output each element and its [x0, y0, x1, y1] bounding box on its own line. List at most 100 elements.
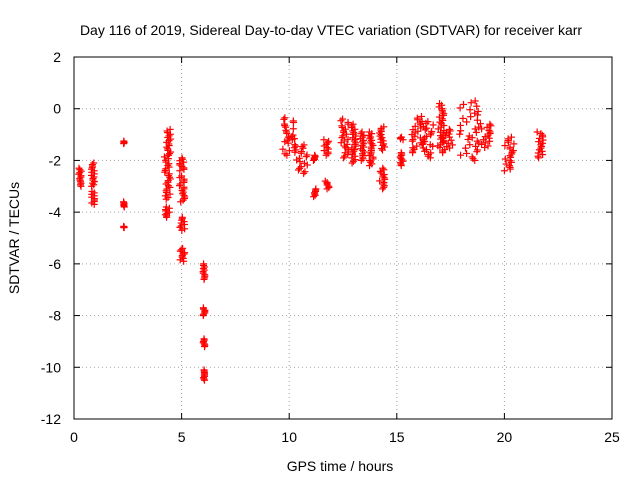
data-point — [284, 133, 292, 141]
data-point — [297, 148, 305, 156]
x-tick-label: 20 — [497, 429, 513, 445]
data-point — [507, 153, 515, 161]
data-point — [487, 122, 495, 130]
data-point — [447, 136, 455, 144]
data-point — [534, 149, 542, 157]
data-point — [535, 138, 543, 146]
data-point — [164, 172, 172, 180]
data-point — [311, 151, 319, 159]
data-point — [303, 151, 311, 159]
data-point — [90, 181, 98, 189]
data-point — [342, 144, 350, 152]
data-point — [502, 160, 510, 168]
data-point — [413, 142, 421, 150]
data-point — [537, 143, 545, 151]
data-point — [199, 304, 207, 312]
data-point — [176, 180, 184, 188]
data-point — [397, 133, 405, 141]
data-point — [473, 102, 481, 110]
data-point — [162, 203, 170, 211]
data-point — [426, 141, 434, 149]
x-tick-label: 0 — [70, 429, 78, 445]
data-point — [340, 154, 348, 162]
data-point — [434, 142, 442, 150]
data-point — [486, 128, 494, 136]
data-point — [178, 172, 186, 180]
data-point — [357, 156, 365, 164]
data-point — [396, 134, 404, 142]
data-point — [437, 120, 445, 128]
data-point — [162, 195, 170, 203]
data-point — [344, 118, 352, 126]
data-point — [501, 155, 509, 163]
chart-title: Day 116 of 2019, Sidereal Day-to-day VTE… — [80, 22, 582, 38]
data-point — [446, 127, 454, 135]
data-point — [419, 136, 427, 144]
data-point — [339, 115, 347, 123]
x-axis-label: GPS time / hours — [287, 458, 394, 474]
data-point — [300, 141, 308, 149]
data-point — [417, 112, 425, 120]
data-point — [296, 164, 304, 172]
data-point — [349, 134, 357, 142]
data-point — [338, 134, 346, 142]
data-point — [324, 139, 332, 147]
data-point — [300, 159, 308, 167]
x-tick-label: 10 — [281, 429, 297, 445]
data-point — [478, 140, 486, 148]
data-point — [282, 128, 290, 136]
data-point — [164, 145, 172, 153]
data-point — [506, 143, 514, 151]
data-point — [442, 129, 450, 137]
data-point — [165, 204, 173, 212]
x-tick-label: 25 — [604, 429, 620, 445]
data-point — [200, 263, 208, 271]
data-point — [480, 136, 488, 144]
data-point — [379, 172, 387, 180]
data-point — [349, 120, 357, 128]
x-tick-label: 15 — [389, 429, 405, 445]
data-point — [200, 260, 208, 268]
data-point — [409, 136, 417, 144]
data-point — [381, 143, 389, 151]
y-tick-label: -4 — [49, 204, 62, 220]
data-point — [164, 151, 172, 159]
data-point — [295, 154, 303, 162]
data-point — [413, 114, 421, 122]
data-point — [281, 120, 289, 128]
data-point — [537, 130, 545, 138]
data-point — [501, 142, 509, 150]
data-point — [476, 120, 484, 128]
data-point — [376, 129, 384, 137]
data-point — [292, 146, 300, 154]
data-point — [283, 136, 291, 144]
data-point — [88, 165, 96, 173]
data-point — [348, 122, 356, 130]
data-point — [427, 131, 435, 139]
data-point — [459, 114, 467, 122]
data-point — [424, 118, 432, 126]
data-point — [481, 144, 489, 151]
y-tick-label: -10 — [41, 359, 61, 375]
data-point — [165, 170, 173, 178]
data-point — [443, 142, 451, 150]
data-point — [535, 134, 543, 142]
data-point — [463, 118, 471, 126]
data-point — [88, 187, 96, 195]
data-point — [176, 174, 184, 182]
data-point — [180, 250, 188, 258]
data-point — [440, 138, 448, 146]
data-point — [462, 144, 470, 152]
data-point — [166, 190, 174, 198]
data-point — [368, 136, 376, 144]
data-point — [90, 159, 98, 167]
data-point — [380, 123, 388, 131]
data-point — [302, 153, 310, 161]
data-point — [350, 129, 358, 137]
axes: 0 5 10 15 20 25 -12 -10 -8 -6 -4 -2 0 2 — [41, 49, 620, 445]
data-point — [280, 115, 288, 123]
data-point — [421, 147, 429, 155]
data-point — [161, 192, 169, 200]
data-point — [467, 113, 475, 121]
data-point — [89, 175, 97, 183]
